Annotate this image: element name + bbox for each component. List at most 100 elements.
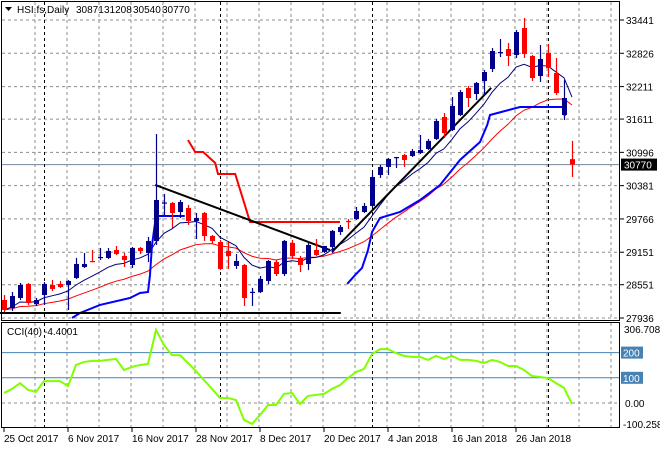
candle-body [394, 157, 399, 159]
triangle-down-icon[interactable] [5, 7, 12, 11]
date-label: 26 Jan 2018 [516, 434, 571, 445]
bear-candle [442, 112, 447, 139]
cci-axis-min: -100.258 [623, 420, 660, 431]
bear-candle [186, 204, 191, 226]
price-axis-label: 30381 [626, 182, 654, 193]
ohlc-open: 30871 [76, 5, 104, 16]
candle-body [482, 72, 487, 82]
bear-candle [346, 218, 351, 230]
bull-candle [154, 134, 159, 245]
bear-candle [570, 140, 575, 178]
candle-body [82, 263, 87, 268]
price-axis-label: 28551 [626, 281, 654, 292]
current-price-tag [621, 158, 657, 171]
cci-zero-label: 0.00 [625, 399, 645, 410]
candle-body [226, 250, 231, 256]
bull-candle [18, 282, 23, 300]
candle-body [562, 98, 567, 116]
candle-body [514, 32, 519, 56]
bear-candle [466, 85, 471, 107]
bull-candle [194, 212, 199, 239]
candle-body [450, 106, 455, 130]
bull-candle [474, 81, 479, 101]
cci-panel-border [1, 322, 620, 428]
candle-body [114, 250, 119, 255]
cci-level-label: 100 [623, 374, 640, 385]
candle-body [330, 230, 335, 247]
chart-header: HSI.fs,Daily 30871 31208 30540 30770 [5, 5, 190, 16]
cci-axis-max: 306.7083 [624, 325, 660, 336]
candle-body [130, 247, 135, 266]
bear-candle [522, 17, 527, 59]
ma-slow-line [3, 98, 573, 311]
candle-body [218, 241, 223, 269]
bull-candle [322, 245, 327, 253]
candle-body [474, 83, 479, 94]
candle-body [298, 257, 303, 266]
bear-candle [90, 250, 95, 263]
price-axis: 33441 32826 32211 31611 30996 30381 29766 29151… [620, 16, 657, 325]
candle-body [282, 240, 287, 274]
bear-candle [50, 279, 55, 291]
bear-candle [202, 212, 207, 241]
candle-body [146, 240, 151, 253]
bear-candle [226, 241, 231, 269]
candle-body [370, 176, 375, 206]
candle-body [50, 284, 55, 289]
bull-candle [514, 30, 519, 59]
bull-candle [258, 275, 263, 293]
date-label: 25 Oct 2017 [4, 434, 59, 445]
candle-body [290, 242, 295, 256]
cci-title: CCI(40) [7, 327, 42, 338]
bull-candle [386, 157, 391, 175]
red-band-line [187, 139, 340, 223]
bull-candle [66, 279, 71, 310]
candle-body [10, 295, 15, 308]
date-label: 6 Nov 2017 [68, 434, 120, 445]
cci-header: CCI(40) -4.4001 [7, 327, 78, 338]
bull-candle [370, 172, 375, 207]
bull-candle [130, 246, 135, 268]
bear-candle [122, 252, 127, 268]
candle-body [362, 205, 367, 213]
main-panel-border [1, 1, 620, 321]
candle-body [186, 208, 191, 221]
candle-body [34, 299, 39, 304]
bull-candle [338, 225, 343, 235]
candle-body [418, 149, 423, 154]
candle-body [274, 261, 279, 274]
candle-body [242, 265, 247, 298]
bull-candle [74, 257, 79, 279]
bull-candle [250, 287, 255, 306]
price-axis-label: 32211 [626, 83, 654, 94]
cci-level-tag [621, 371, 643, 384]
bear-candle [218, 239, 223, 270]
candle-body [98, 256, 103, 259]
grid [2, 2, 619, 427]
bull-candle [42, 282, 47, 305]
candle-body [66, 280, 71, 285]
candle-body [258, 278, 263, 292]
bull-candle [458, 90, 463, 117]
candle-body [106, 250, 111, 258]
bear-candle [290, 239, 295, 259]
bear-candle [210, 234, 215, 244]
candle-body [386, 159, 391, 167]
bull-candle [498, 39, 503, 58]
candle-body [378, 166, 383, 175]
candle-body [538, 59, 543, 77]
bull-candle [418, 134, 423, 154]
candle-body [58, 283, 63, 287]
bull-candle [450, 97, 455, 132]
bear-candle [554, 58, 559, 95]
bull-candle [306, 242, 311, 270]
bull-candle [354, 206, 359, 220]
bear-candle [58, 280, 63, 288]
ma-fast-line [3, 63, 573, 311]
candle-body [402, 155, 407, 160]
bull-candle [482, 70, 487, 95]
time-axis: 25 Oct 2017 6 Nov 2017 16 Nov 2017 28 Nov 2… [3, 428, 571, 445]
date-label: 16 Nov 2017 [132, 434, 189, 445]
bull-candle [106, 247, 111, 259]
